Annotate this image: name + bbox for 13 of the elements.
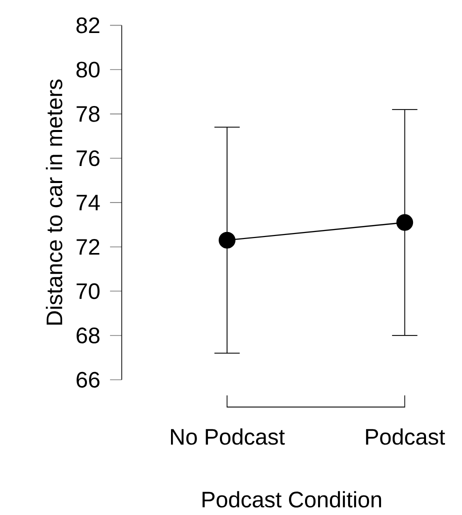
- y-tick-label: 68: [76, 328, 100, 344]
- y-tick-label: 66: [76, 372, 100, 388]
- x-tick-label: Podcast: [366, 428, 446, 445]
- y-tick-label: 82: [76, 17, 100, 34]
- y-tick-label: 70: [76, 283, 100, 300]
- y-tick-label: 80: [76, 62, 100, 78]
- y-tick-label: 76: [76, 150, 100, 166]
- y-tick-label: 74: [76, 194, 100, 210]
- y-tick-label: 78: [76, 106, 100, 122]
- x-tick-label: No Podcast: [171, 428, 285, 445]
- y-tick-label: 72: [76, 239, 100, 255]
- y-axis-title: Distance to car in meters: [46, 80, 63, 325]
- x-axis-title: Podcast Condition: [202, 491, 382, 508]
